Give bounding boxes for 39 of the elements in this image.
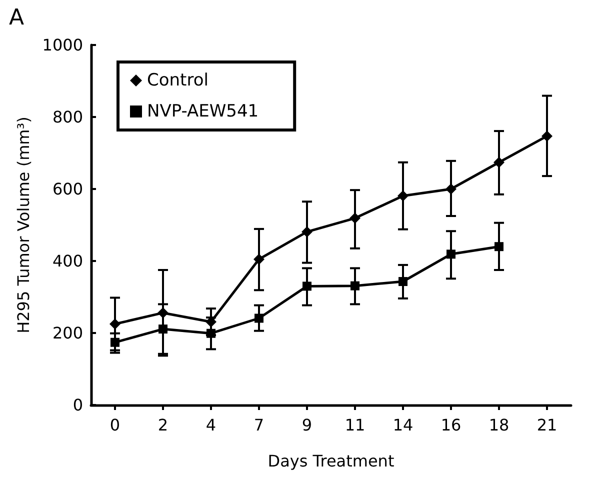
- x-tick-label: 7: [254, 416, 264, 434]
- point: [350, 212, 360, 224]
- point: [302, 282, 312, 291]
- x-axis-title: Days Treatment: [268, 452, 394, 470]
- x-tick-label: 4: [206, 416, 216, 434]
- x-tick-label: 21: [536, 416, 558, 434]
- point: [158, 307, 168, 318]
- point: [494, 156, 504, 168]
- y-tick-label: 600: [52, 180, 83, 198]
- point: [158, 324, 168, 334]
- point: [254, 254, 264, 265]
- legend-label: Control: [147, 70, 208, 90]
- y-tick-label: 0: [72, 396, 83, 414]
- y-tick-label: 800: [52, 108, 83, 126]
- point: [302, 226, 312, 238]
- x-tick-label: 16: [440, 416, 462, 434]
- point: [350, 281, 360, 290]
- y-tick-label: 400: [52, 252, 83, 270]
- point: [446, 184, 456, 194]
- y-tick-label: 200: [52, 324, 83, 342]
- y-axis-title: H295 Tumor Volume (mm³): [14, 116, 33, 334]
- x-tick-label: 0: [110, 416, 120, 434]
- point: [542, 130, 552, 142]
- point: [494, 242, 504, 252]
- chart-title: A: [9, 6, 24, 30]
- point: [254, 314, 264, 323]
- legend-label: NVP-AEW541: [147, 102, 259, 122]
- point: [446, 250, 456, 259]
- point: [398, 277, 408, 286]
- x-tick-label: 11: [344, 416, 366, 434]
- point: [398, 190, 408, 202]
- x-tick-label: 14: [392, 416, 414, 434]
- x-tick-label: 18: [488, 416, 510, 434]
- point: [110, 338, 120, 347]
- point: [110, 318, 120, 330]
- y-tick-label: 1000: [42, 36, 83, 54]
- x-tick-label: 9: [302, 416, 312, 434]
- x-tick-label: 2: [158, 416, 168, 434]
- point: [206, 328, 216, 338]
